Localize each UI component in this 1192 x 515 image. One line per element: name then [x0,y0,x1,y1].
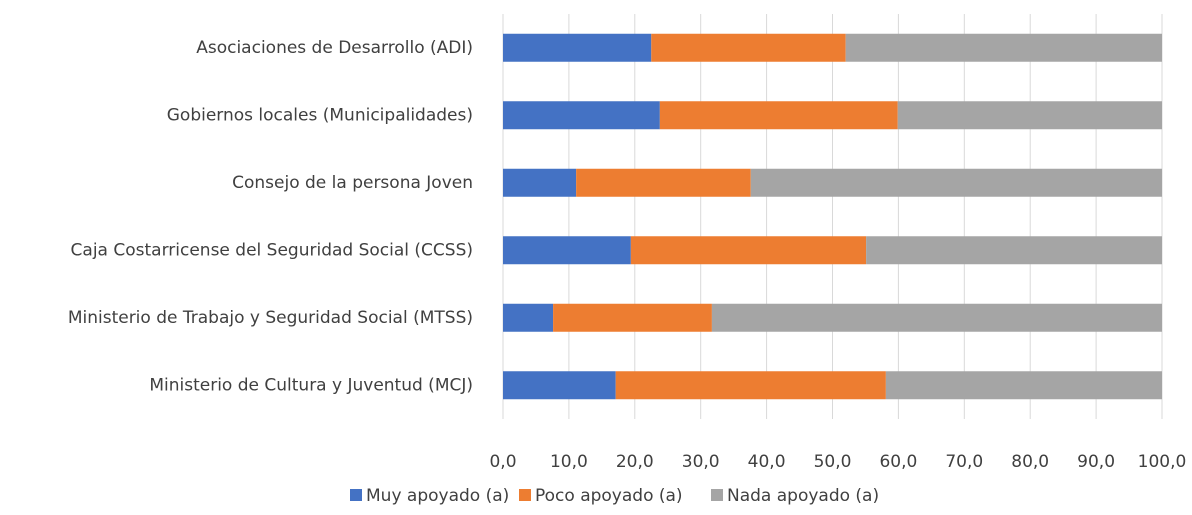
bar-segment [553,303,712,332]
x-tick-label: 30,0 [682,452,720,472]
y-tick-label: Consejo de la persona Joven [232,173,473,193]
legend-swatch [519,489,531,501]
y-tick-label: Caja Costarricense del Seguridad Social … [71,240,473,260]
x-tick-label: 60,0 [879,452,917,472]
bar-segment [845,33,1162,62]
y-tick-label: Ministerio de Trabajo y Seguridad Social… [68,308,473,328]
x-tick-label: 50,0 [814,452,852,472]
y-tick-label: Asociaciones de Desarrollo (ADI) [196,38,473,58]
legend-swatch [711,489,723,501]
bar-segment [576,168,751,197]
bar-segment [615,371,886,400]
legend-label: Muy apoyado (a) [366,486,509,506]
legend-swatch [350,489,362,501]
x-tick-label: 10,0 [550,452,588,472]
y-tick-label: Ministerio de Cultura y Juventud (MCJ) [149,375,473,395]
bar-segment [651,33,846,62]
x-tick-label: 100,0 [1138,452,1187,472]
x-tick-label: 20,0 [616,452,654,472]
bar-segment [750,168,1162,197]
x-tick-label: 0,0 [489,452,516,472]
bar-segment [503,236,631,265]
bar-segment [659,101,898,130]
legend-label: Nada apoyado (a) [727,486,879,506]
bar-segment [885,371,1162,400]
bar-segment [897,101,1162,130]
bar-segment [503,101,660,130]
x-tick-label: 40,0 [748,452,786,472]
x-tick-label: 80,0 [1011,452,1049,472]
bar-segment [503,33,652,62]
bar-segment [503,303,554,332]
bar-segment [711,303,1162,332]
y-tick-label: Gobiernos locales (Municipalidades) [167,105,473,125]
legend-label: Poco apoyado (a) [535,486,683,506]
bar-segment [503,371,616,400]
x-tick-label: 90,0 [1077,452,1115,472]
bar-segment [630,236,867,265]
bar-segment [866,236,1162,265]
bar-segment [503,168,577,197]
x-tick-label: 70,0 [945,452,983,472]
